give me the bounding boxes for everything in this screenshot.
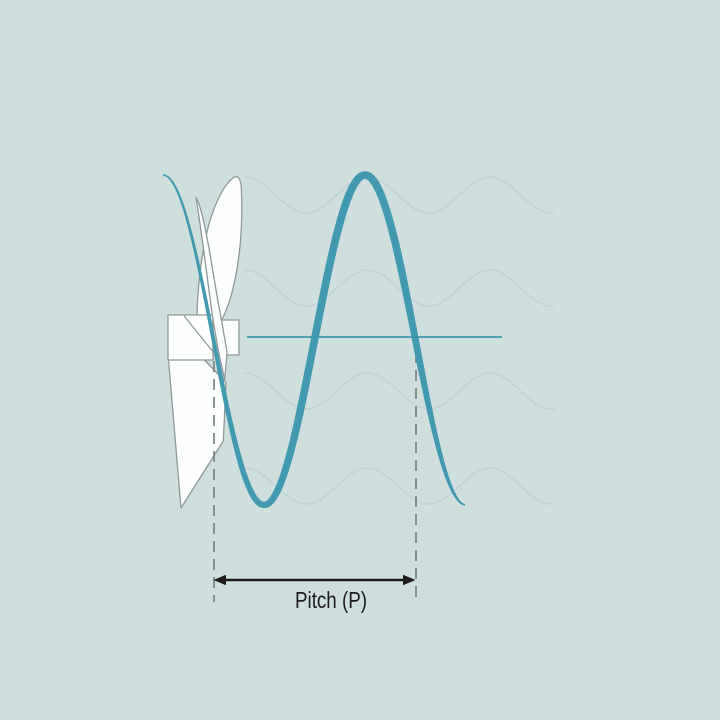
pitch-label: Pitch (P) bbox=[295, 587, 367, 613]
water-wave-row-3 bbox=[244, 372, 555, 410]
water-ripples bbox=[244, 176, 555, 505]
water-wave-row-1 bbox=[244, 176, 555, 214]
propeller-lower-blade bbox=[167, 358, 227, 509]
helix-wave bbox=[163, 171, 466, 509]
water-wave-row-4 bbox=[244, 467, 555, 505]
pitch-arrow-head-left bbox=[213, 574, 226, 586]
propeller-front-blade bbox=[195, 196, 228, 381]
propeller-illustration bbox=[167, 176, 243, 509]
pitch-arrow-head-right bbox=[403, 574, 416, 586]
propeller-hub bbox=[167, 314, 214, 361]
water-wave-row-2 bbox=[244, 269, 555, 307]
pitch-arrow bbox=[213, 574, 416, 586]
propeller-blade-root-curve bbox=[183, 315, 215, 354]
